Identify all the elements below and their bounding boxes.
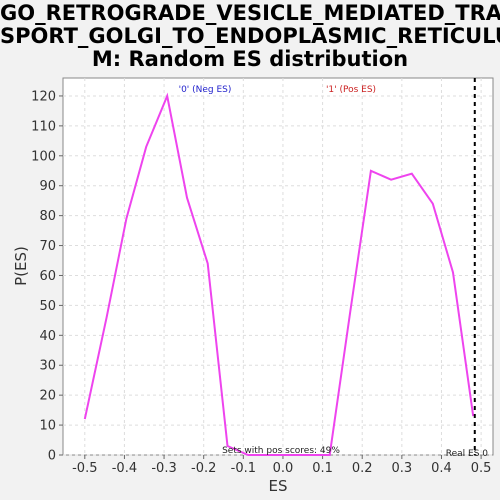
y-tick-label: 20 (39, 389, 56, 404)
x-tick-label: 0.5 (471, 461, 492, 476)
x-axis-label: ES (269, 477, 288, 495)
x-tick-label: 0.0 (273, 461, 294, 476)
y-tick-label: 80 (39, 209, 56, 224)
plot-area (62, 77, 494, 456)
x-tick-label: 0.1 (312, 461, 333, 476)
y-tick-label: 100 (31, 149, 56, 164)
sets-pos-scores-text: Sets with pos scores: 49% (222, 446, 340, 456)
y-tick-label: 90 (39, 179, 56, 194)
y-tick-label: 10 (39, 419, 56, 434)
real-es-label: Real ES 0 (446, 449, 489, 459)
x-tick-label: -0.2 (191, 461, 216, 476)
y-ticks: 0 10 20 30 40 50 60 70 80 90 100 110 120 (31, 89, 63, 464)
grid-lines (63, 78, 493, 456)
x-tick-label: 0.3 (392, 461, 413, 476)
neg-es-label: '0' (Neg ES) (179, 85, 232, 95)
series-line (83, 92, 475, 456)
title-line-3: M: Random ES distribution (91, 47, 409, 71)
x-tick-label: -0.5 (72, 461, 97, 476)
y-tick-label: 70 (39, 239, 56, 254)
title-line-1: GO_RETROGRADE_VESICLE_MEDIATED_TRAN (0, 1, 500, 25)
y-tick-label: 40 (39, 329, 56, 344)
y-tick-label: 30 (39, 359, 56, 374)
x-tick-label: 0.4 (431, 461, 452, 476)
x-tick-label: -0.3 (151, 461, 176, 476)
y-tick-label: 60 (39, 269, 56, 284)
y-tick-label: 0 (48, 449, 56, 464)
y-tick-label: 50 (39, 299, 56, 314)
x-ticks: -0.5 -0.4 -0.3 -0.2 -0.1 0.0 0.1 0.2 0.3 0.4 0.5 (72, 455, 491, 476)
x-tick-label: 0.2 (352, 461, 373, 476)
y-axis-label: P(ES) (12, 246, 30, 286)
pos-es-label: '1' (Pos ES) (326, 85, 376, 95)
chart-title: GO_RETROGRADE_VESICLE_MEDIATED_TRAN SPOR… (0, 0, 500, 71)
title-line-2: SPORT_GOLGI_TO_ENDOPLASMIC_RETICULU (0, 24, 500, 48)
y-tick-label: 110 (31, 119, 56, 134)
y-tick-label: 120 (31, 89, 56, 104)
x-tick-label: -0.4 (112, 461, 137, 476)
x-tick-label: -0.1 (231, 461, 256, 476)
